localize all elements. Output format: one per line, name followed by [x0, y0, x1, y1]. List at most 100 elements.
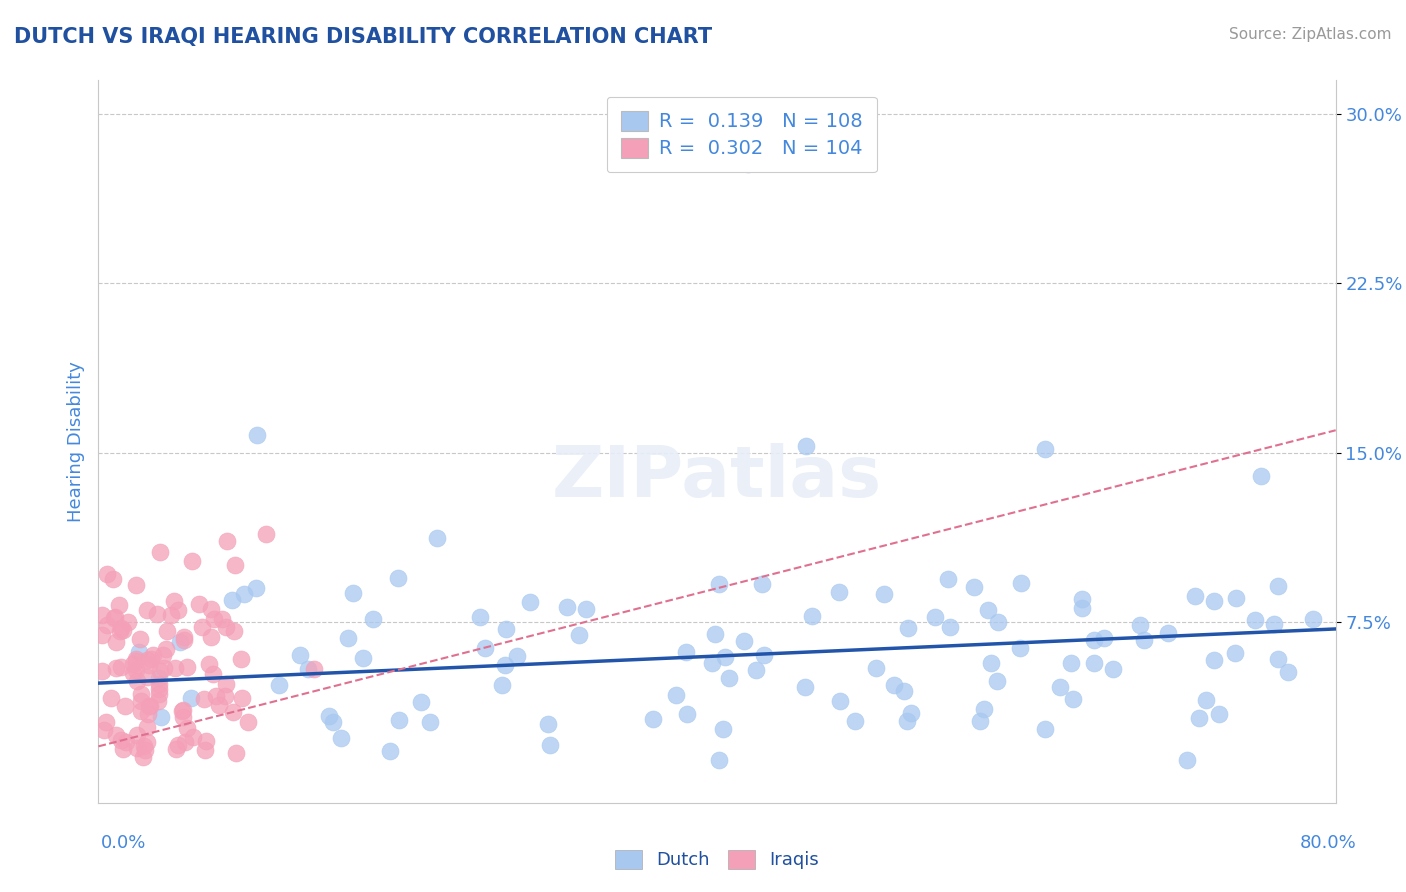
Point	[108, 598, 131, 612]
Point	[169, 635, 191, 649]
Point	[134, 743, 156, 757]
Point	[172, 703, 194, 717]
Point	[127, 674, 149, 689]
Point	[136, 603, 159, 617]
Point	[1092, 631, 1115, 645]
Point	[1250, 469, 1272, 483]
Point	[936, 572, 959, 586]
Legend: R =  0.139   N = 108, R =  0.302   N = 104: R = 0.139 N = 108, R = 0.302 N = 104	[606, 96, 877, 172]
Point	[426, 531, 449, 545]
Point	[980, 656, 1002, 670]
Point	[419, 715, 441, 730]
Point	[297, 662, 319, 676]
Point	[229, 652, 252, 666]
Point	[474, 641, 496, 656]
Point	[127, 728, 149, 742]
Point	[987, 615, 1010, 629]
Point	[193, 692, 215, 706]
Point	[173, 735, 195, 749]
Point	[128, 632, 150, 647]
Point	[641, 713, 664, 727]
Point	[200, 601, 222, 615]
Text: 80.0%: 80.0%	[1301, 834, 1357, 852]
Point	[718, 671, 741, 685]
Point	[1008, 641, 1031, 656]
Point	[1267, 578, 1289, 592]
Point	[1244, 613, 1267, 627]
Point	[702, 656, 724, 670]
Point	[754, 648, 776, 662]
Point	[704, 627, 727, 641]
Legend: Dutch, Iraqis: Dutch, Iraqis	[606, 840, 828, 879]
Point	[173, 632, 195, 647]
Point	[337, 632, 360, 646]
Point	[201, 667, 224, 681]
Point	[180, 554, 202, 568]
Point	[110, 621, 132, 635]
Text: DUTCH VS IRAQI HEARING DISABILITY CORRELATION CHART: DUTCH VS IRAQI HEARING DISABILITY CORREL…	[14, 27, 713, 46]
Point	[191, 620, 214, 634]
Point	[204, 689, 226, 703]
Point	[1194, 692, 1216, 706]
Point	[117, 615, 139, 629]
Point	[132, 749, 155, 764]
Point	[537, 716, 560, 731]
Point	[709, 576, 731, 591]
Point	[1070, 591, 1092, 606]
Point	[222, 624, 245, 638]
Point	[665, 688, 688, 702]
Point	[202, 612, 225, 626]
Point	[1202, 653, 1225, 667]
Point	[1063, 692, 1085, 706]
Point	[231, 690, 253, 705]
Point	[148, 677, 170, 691]
Point	[125, 652, 148, 666]
Point	[114, 699, 136, 714]
Point	[108, 624, 131, 638]
Point	[103, 611, 125, 625]
Point	[200, 631, 222, 645]
Point	[519, 594, 541, 608]
Point	[1102, 662, 1125, 676]
Point	[180, 690, 202, 705]
Point	[198, 657, 221, 672]
Point	[139, 651, 162, 665]
Point	[214, 689, 236, 703]
Point	[468, 610, 491, 624]
Point	[176, 721, 198, 735]
Point	[269, 678, 291, 692]
Point	[236, 715, 259, 730]
Point	[494, 657, 516, 672]
Point	[246, 428, 269, 442]
Point	[575, 602, 598, 616]
Point	[1157, 626, 1180, 640]
Point	[1010, 576, 1032, 591]
Point	[1060, 656, 1083, 670]
Point	[176, 660, 198, 674]
Point	[733, 634, 755, 648]
Point	[128, 645, 150, 659]
Point	[136, 670, 159, 684]
Point	[1277, 665, 1299, 679]
Point	[506, 648, 529, 663]
Point	[163, 594, 186, 608]
Point	[801, 609, 824, 624]
Point	[342, 585, 364, 599]
Point	[122, 666, 145, 681]
Point	[90, 664, 112, 678]
Point	[224, 558, 246, 573]
Point	[1083, 657, 1105, 671]
Point	[388, 714, 411, 728]
Point	[986, 674, 1008, 689]
Point	[828, 694, 851, 708]
Point	[125, 663, 148, 677]
Point	[1267, 652, 1289, 666]
Point	[1133, 633, 1156, 648]
Point	[112, 742, 135, 756]
Point	[105, 728, 128, 742]
Point	[215, 677, 238, 691]
Point	[148, 687, 170, 701]
Point	[304, 662, 326, 676]
Point	[187, 597, 209, 611]
Point	[737, 157, 759, 171]
